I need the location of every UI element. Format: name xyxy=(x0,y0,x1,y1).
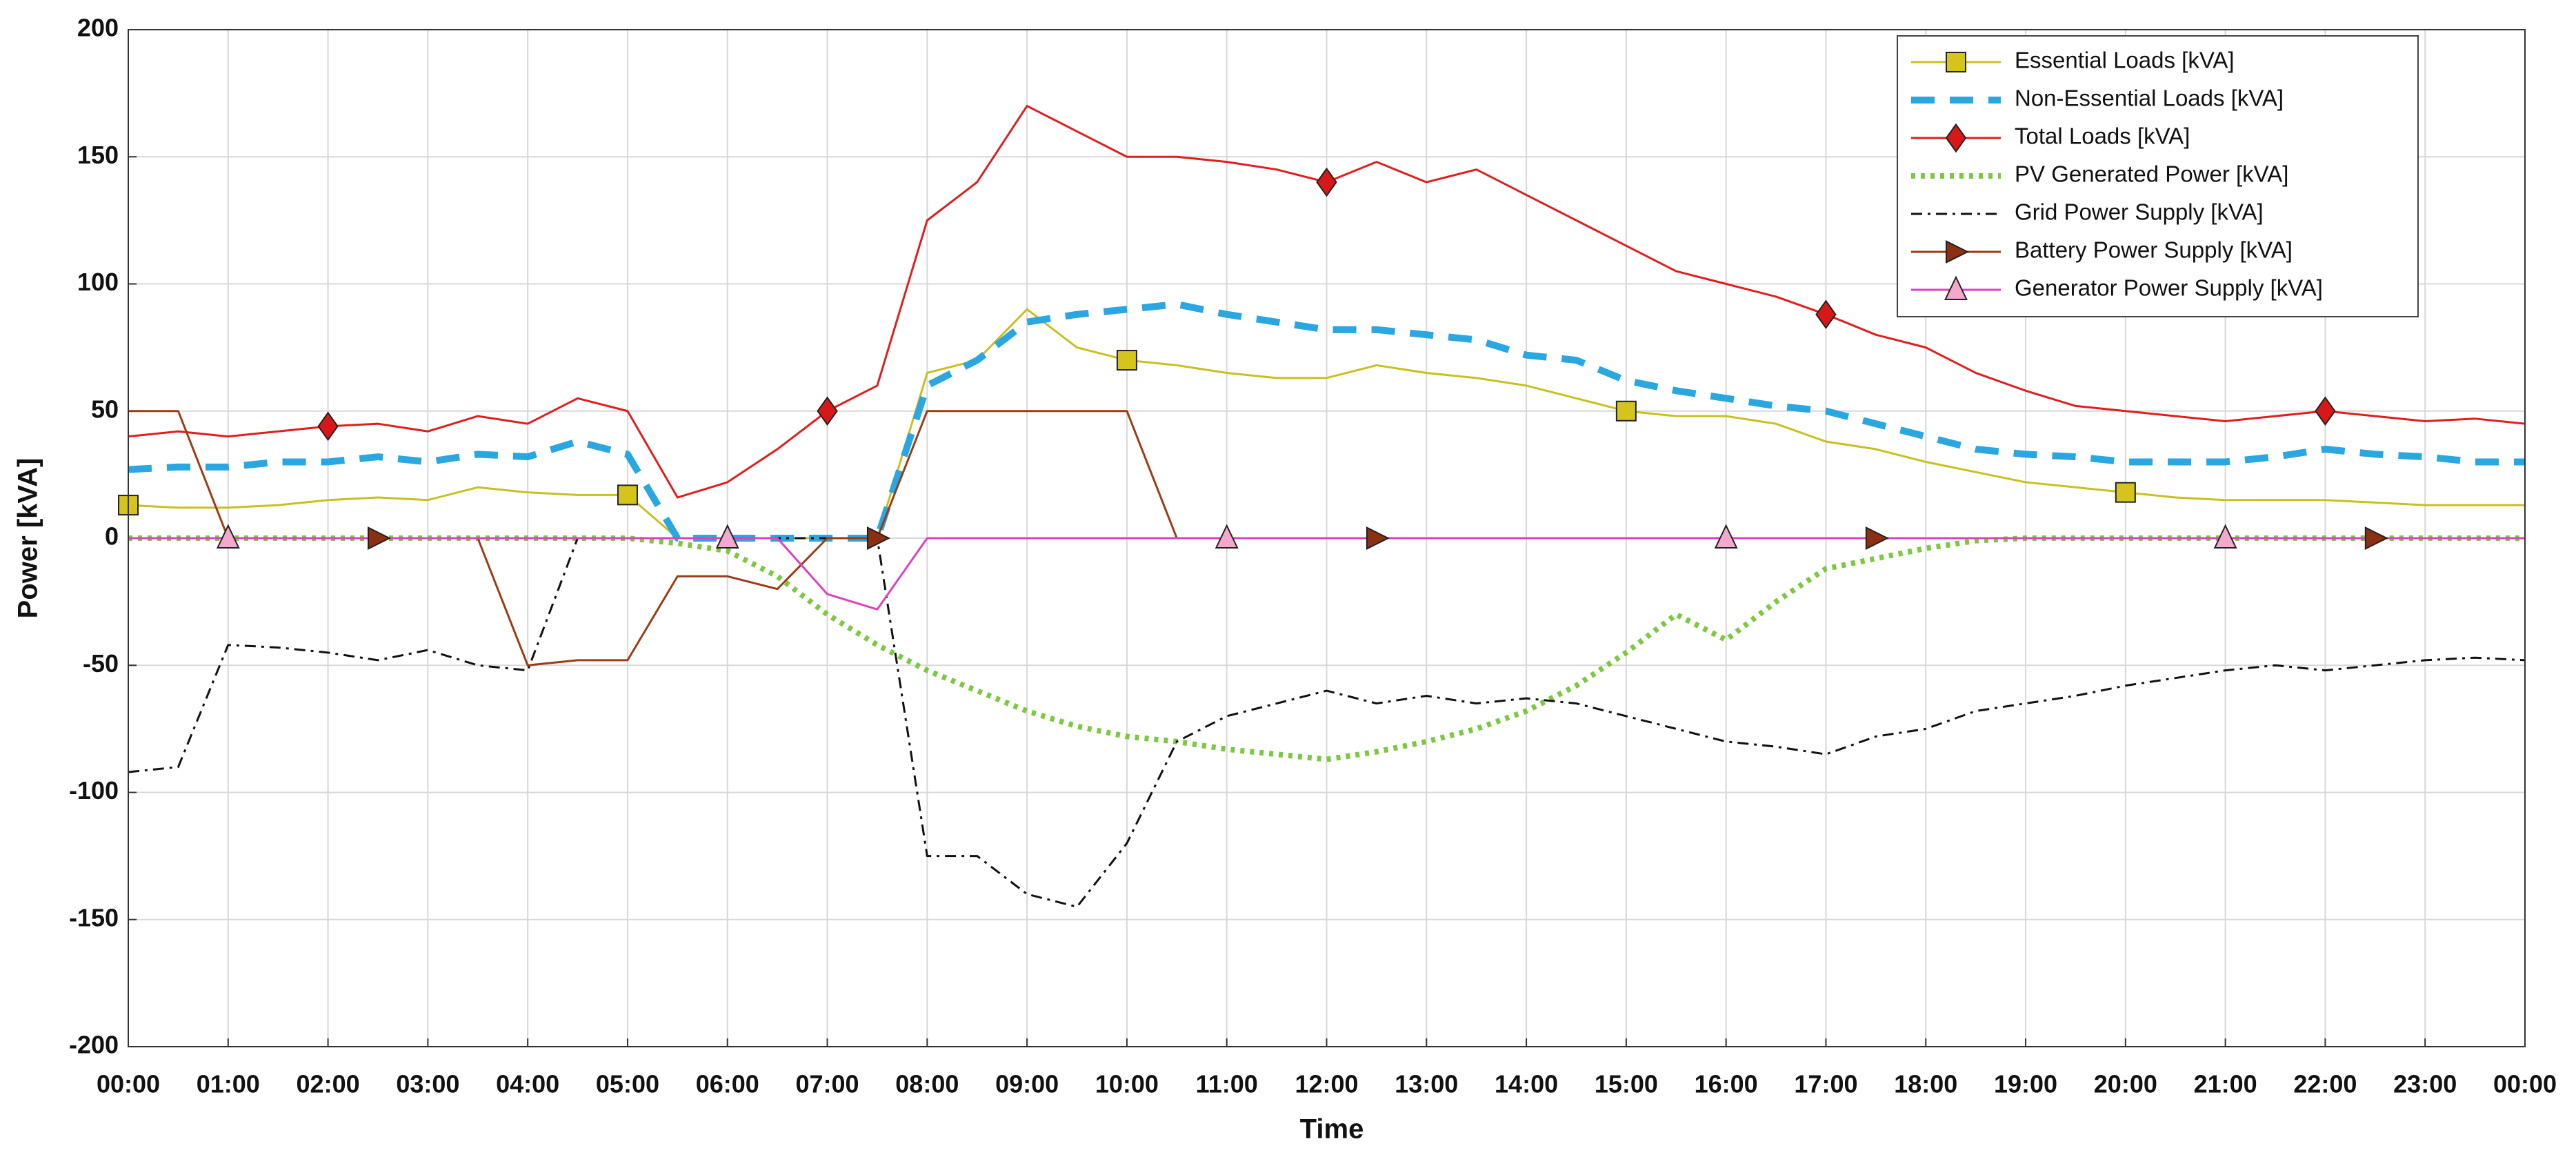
x-tick-label: 14:00 xyxy=(1495,1070,1558,1098)
marker xyxy=(216,524,240,549)
x-tick-label: 03:00 xyxy=(396,1070,459,1098)
legend: Essential Loads [kVA] Non-Essential Loads… xyxy=(1897,35,2419,317)
x-tick-label: 17:00 xyxy=(1794,1070,1857,1098)
plot-frame xyxy=(128,29,2526,1047)
legend-label: Total Loads [kVA] xyxy=(2015,124,2190,149)
x-tick-label: 18:00 xyxy=(1894,1070,1957,1098)
marker xyxy=(367,526,392,551)
x-axis-label: Time xyxy=(1300,1114,1364,1145)
x-tick-label: 04:00 xyxy=(496,1070,559,1098)
marker xyxy=(715,524,739,549)
marker xyxy=(1615,400,1637,422)
x-tick-label: 12:00 xyxy=(1295,1070,1358,1098)
x-tick-label: 23:00 xyxy=(2393,1070,2457,1098)
y-tick-label: 50 xyxy=(91,395,119,423)
marker xyxy=(1714,524,1738,549)
legend-marker xyxy=(1945,123,1967,153)
marker xyxy=(1815,299,1837,330)
marker xyxy=(1215,524,1239,549)
y-tick-label: 100 xyxy=(77,268,119,296)
x-tick-label: 20:00 xyxy=(2094,1070,2157,1098)
x-tick-label: 22:00 xyxy=(2293,1070,2357,1098)
x-tick-label: 01:00 xyxy=(197,1070,260,1098)
x-tick-label: 09:00 xyxy=(995,1070,1059,1098)
legend-label: Grid Power Supply [kVA] xyxy=(2015,199,2264,225)
marker xyxy=(2115,482,2136,503)
x-tick-label: 13:00 xyxy=(1395,1070,1458,1098)
x-tick-label: 21:00 xyxy=(2194,1070,2257,1098)
x-tick-label: 16:00 xyxy=(1695,1070,1758,1098)
y-axis-label: Power [kVA] xyxy=(13,458,43,619)
y-tick-label: 150 xyxy=(77,141,119,169)
marker xyxy=(2213,524,2237,549)
x-tick-label: 15:00 xyxy=(1595,1070,1658,1098)
marker xyxy=(817,396,838,426)
marker xyxy=(317,411,339,442)
x-tick-label: 10:00 xyxy=(1095,1070,1159,1098)
marker xyxy=(1116,350,1137,371)
x-tick-label: 02:00 xyxy=(297,1070,360,1098)
x-tick-label: 00:00 xyxy=(2493,1070,2557,1098)
marker xyxy=(2364,526,2388,551)
legend-marker xyxy=(1944,275,1968,300)
legend-marker xyxy=(1946,52,1966,72)
legend-marker xyxy=(1946,239,1970,264)
plot-area xyxy=(118,105,2526,908)
x-tick-label: 06:00 xyxy=(696,1070,759,1098)
legend-label: Non-Essential Loads [kVA] xyxy=(2015,86,2284,111)
marker xyxy=(866,526,890,551)
y-tick-label: -150 xyxy=(69,903,119,931)
x-tick-label: 08:00 xyxy=(895,1070,959,1098)
marker xyxy=(617,484,638,506)
series-line xyxy=(128,537,2526,908)
y-tick-label: -100 xyxy=(69,776,119,804)
legend-label: Generator Power Supply [kVA] xyxy=(2015,275,2323,301)
marker xyxy=(1316,167,1337,197)
x-tick-label: 19:00 xyxy=(1994,1070,2057,1098)
y-tick-label: 0 xyxy=(105,522,119,551)
marker xyxy=(1865,526,1889,551)
marker xyxy=(2315,396,2336,426)
x-tick-label: 00:00 xyxy=(97,1070,160,1098)
series-line xyxy=(128,300,2525,542)
y-tick-label: 200 xyxy=(77,14,119,42)
series-line xyxy=(128,537,2525,611)
x-tick-label: 05:00 xyxy=(596,1070,659,1098)
y-tick-label: -200 xyxy=(69,1031,119,1059)
legend-label: Battery Power Supply [kVA] xyxy=(2015,237,2293,263)
x-tick-label: 11:00 xyxy=(1196,1070,1258,1098)
y-tick-label: -50 xyxy=(83,649,119,678)
legend-box xyxy=(1897,35,2419,317)
marker xyxy=(1366,526,1390,551)
legend-label: PV Generated Power [kVA] xyxy=(2015,161,2288,187)
legend-label: Essential Loads [kVA] xyxy=(2015,48,2235,73)
x-tick-label: 07:00 xyxy=(796,1070,859,1098)
